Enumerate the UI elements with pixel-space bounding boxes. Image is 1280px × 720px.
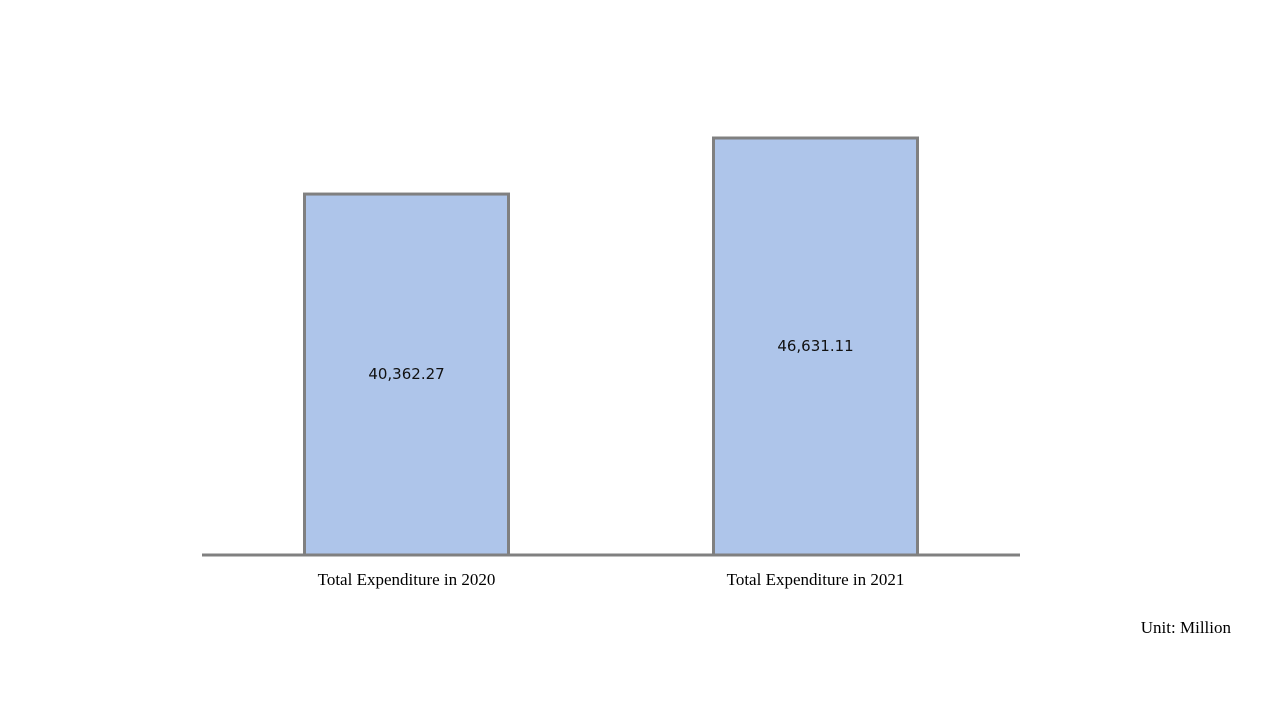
x-tick-label: Total Expenditure in 2020 — [318, 570, 496, 589]
bar — [303, 192, 510, 557]
bar — [712, 136, 919, 557]
value-label: 40,362.27 — [368, 365, 444, 383]
unit-annotation: Unit: Million — [1141, 618, 1232, 637]
x-tick-label: Total Expenditure in 2021 — [727, 570, 905, 589]
value-label: 46,631.11 — [777, 337, 853, 355]
